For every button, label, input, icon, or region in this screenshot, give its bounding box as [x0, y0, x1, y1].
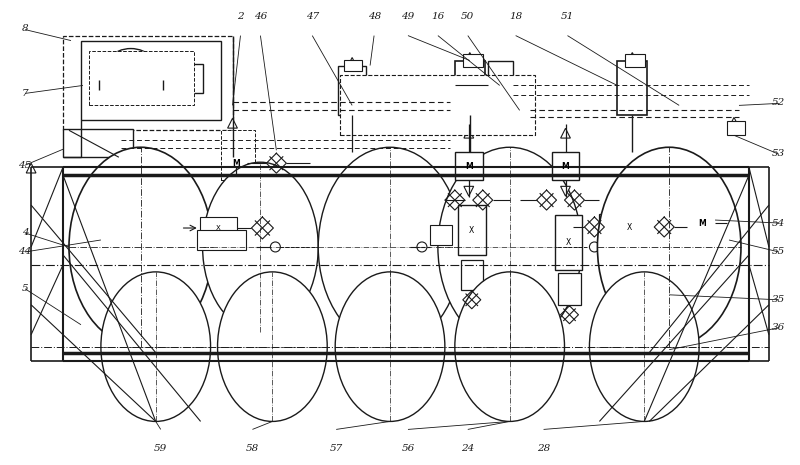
Text: 7: 7	[22, 89, 29, 98]
Text: 48: 48	[368, 13, 381, 21]
Bar	[340, 75, 534, 135]
Ellipse shape	[101, 272, 210, 421]
Bar	[455, 152, 482, 180]
Text: 44: 44	[18, 246, 32, 256]
Text: 46: 46	[254, 13, 267, 21]
Text: 50: 50	[461, 13, 474, 21]
Text: 54: 54	[772, 219, 786, 228]
Text: 56: 56	[402, 444, 414, 452]
Polygon shape	[626, 53, 638, 64]
Bar	[173, 64, 202, 93]
Text: 16: 16	[432, 13, 445, 21]
Ellipse shape	[218, 272, 327, 421]
Ellipse shape	[438, 147, 582, 347]
Bar	[200, 217, 238, 239]
Text: 36: 36	[772, 323, 786, 332]
Text: 24: 24	[461, 444, 474, 452]
Polygon shape	[464, 128, 474, 138]
Ellipse shape	[455, 272, 565, 421]
Ellipse shape	[590, 272, 699, 421]
Text: M: M	[562, 162, 570, 171]
Bar	[197, 230, 246, 250]
Polygon shape	[729, 117, 739, 128]
Bar	[599, 214, 659, 240]
Text: X: X	[469, 226, 474, 234]
Text: 59: 59	[154, 444, 167, 452]
Text: 45: 45	[18, 161, 32, 170]
Bar	[338, 66, 366, 115]
Polygon shape	[228, 118, 238, 128]
Text: 47: 47	[306, 13, 319, 21]
Text: 53: 53	[772, 149, 786, 158]
Text: 57: 57	[330, 444, 343, 452]
Bar	[63, 36, 233, 130]
Ellipse shape	[202, 162, 318, 332]
Bar	[221, 130, 255, 180]
Polygon shape	[346, 58, 358, 69]
Polygon shape	[561, 128, 570, 138]
Bar	[81, 40, 221, 120]
Polygon shape	[26, 163, 36, 173]
Text: X: X	[626, 223, 632, 232]
Bar	[63, 129, 133, 157]
Text: 2: 2	[237, 13, 244, 21]
Text: 49: 49	[402, 13, 414, 21]
Text: 52: 52	[772, 98, 786, 107]
Bar	[558, 273, 582, 305]
Text: X: X	[566, 239, 571, 247]
Text: M: M	[465, 162, 473, 171]
Circle shape	[270, 242, 280, 252]
Text: 5: 5	[22, 284, 29, 292]
Bar	[488, 60, 513, 110]
Text: X: X	[216, 225, 221, 231]
Bar	[463, 53, 482, 67]
Text: 58: 58	[246, 444, 259, 452]
Bar	[89, 51, 194, 106]
Ellipse shape	[318, 147, 462, 347]
Polygon shape	[464, 53, 475, 64]
Text: 8: 8	[22, 24, 29, 33]
Bar	[458, 205, 486, 255]
Circle shape	[417, 242, 427, 252]
Bar	[626, 53, 646, 67]
Polygon shape	[464, 186, 474, 196]
Ellipse shape	[335, 272, 445, 421]
Polygon shape	[228, 147, 238, 157]
Bar	[461, 260, 482, 290]
Circle shape	[590, 242, 599, 252]
Text: 55: 55	[772, 246, 786, 256]
Text: 28: 28	[537, 444, 550, 452]
Bar	[554, 215, 582, 270]
Bar	[618, 60, 647, 115]
Bar	[226, 152, 247, 174]
Bar	[689, 210, 715, 236]
Text: 35: 35	[772, 295, 786, 304]
Polygon shape	[561, 186, 570, 196]
Ellipse shape	[598, 147, 741, 347]
Text: 4: 4	[22, 228, 29, 237]
Bar	[727, 121, 745, 135]
Text: M: M	[233, 159, 240, 168]
Bar	[455, 60, 485, 115]
Text: 18: 18	[509, 13, 522, 21]
Ellipse shape	[69, 147, 213, 347]
Bar	[344, 60, 362, 72]
Bar	[430, 225, 452, 245]
Bar	[551, 152, 579, 180]
Text: M: M	[698, 219, 706, 227]
Text: 51: 51	[561, 13, 574, 21]
